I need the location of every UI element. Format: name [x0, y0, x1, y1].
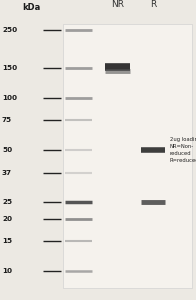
Text: kDa: kDa	[22, 3, 41, 12]
Text: 2ug loading
NR=Non-
reduced
R=reduced: 2ug loading NR=Non- reduced R=reduced	[170, 137, 196, 164]
Text: 250: 250	[2, 27, 17, 33]
Text: 20: 20	[2, 216, 12, 222]
Text: 75: 75	[2, 117, 12, 123]
Text: 150: 150	[2, 65, 17, 71]
Text: 100: 100	[2, 95, 17, 101]
Text: R: R	[150, 0, 156, 9]
Text: 25: 25	[2, 200, 12, 206]
Text: 15: 15	[2, 238, 12, 244]
Text: 50: 50	[2, 148, 12, 154]
FancyBboxPatch shape	[63, 24, 192, 288]
Text: 37: 37	[2, 170, 12, 176]
Text: 10: 10	[2, 268, 12, 274]
Text: NR: NR	[111, 0, 124, 9]
